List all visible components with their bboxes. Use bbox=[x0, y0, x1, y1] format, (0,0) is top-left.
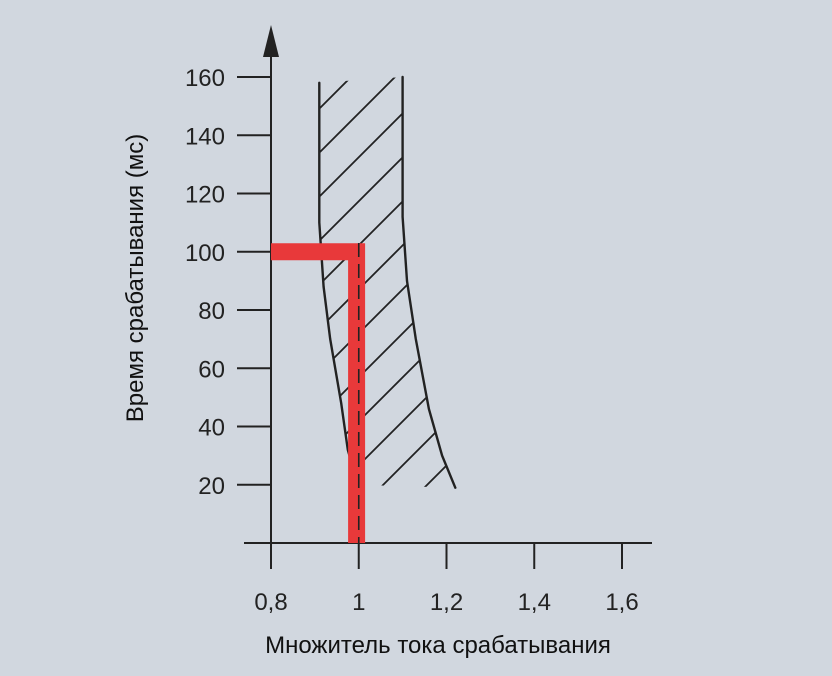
tolerance-band-right-edge bbox=[401, 75, 457, 489]
y-tick-label: 80 bbox=[198, 298, 225, 325]
hatch-line bbox=[500, 0, 832, 500]
y-tick-label: 20 bbox=[198, 473, 225, 500]
y-tick-label: 160 bbox=[185, 65, 225, 92]
hatch-line bbox=[323, 77, 456, 488]
hatch-line bbox=[319, 77, 456, 488]
hatch-line bbox=[588, 0, 832, 500]
y-tick-label: 120 bbox=[185, 182, 225, 209]
hatch-line bbox=[0, 0, 120, 500]
x-axis-title: Множитель тока срабатывания bbox=[265, 632, 611, 659]
y-axis-title: Время срабатывания (мс) bbox=[122, 134, 149, 422]
hatch-line bbox=[367, 77, 456, 488]
hatch-line bbox=[319, 77, 456, 488]
x-tick-label: 1,2 bbox=[430, 589, 463, 616]
y-tick-label: 140 bbox=[185, 123, 225, 150]
hatch-line bbox=[0, 0, 208, 500]
hatch-line bbox=[319, 77, 456, 488]
hatch-line bbox=[319, 77, 429, 488]
hatch-line bbox=[544, 0, 832, 500]
y-tick-label: 40 bbox=[198, 415, 225, 442]
x-tick-label: 1,6 bbox=[605, 589, 638, 616]
y-tick-label: 60 bbox=[198, 356, 225, 383]
hatch-line bbox=[632, 0, 832, 500]
hatch-line bbox=[676, 0, 832, 500]
x-tick-label: 1,4 bbox=[518, 589, 551, 616]
x-tick-label: 1 bbox=[352, 589, 365, 616]
setting-line bbox=[271, 243, 366, 543]
hatch-line bbox=[456, 0, 832, 500]
x-tick-label: 0,8 bbox=[254, 589, 287, 616]
y-tick-label: 100 bbox=[185, 240, 225, 267]
hatch-line bbox=[319, 77, 456, 488]
hatch-line bbox=[411, 77, 456, 488]
y-axis-arrow bbox=[263, 25, 279, 57]
